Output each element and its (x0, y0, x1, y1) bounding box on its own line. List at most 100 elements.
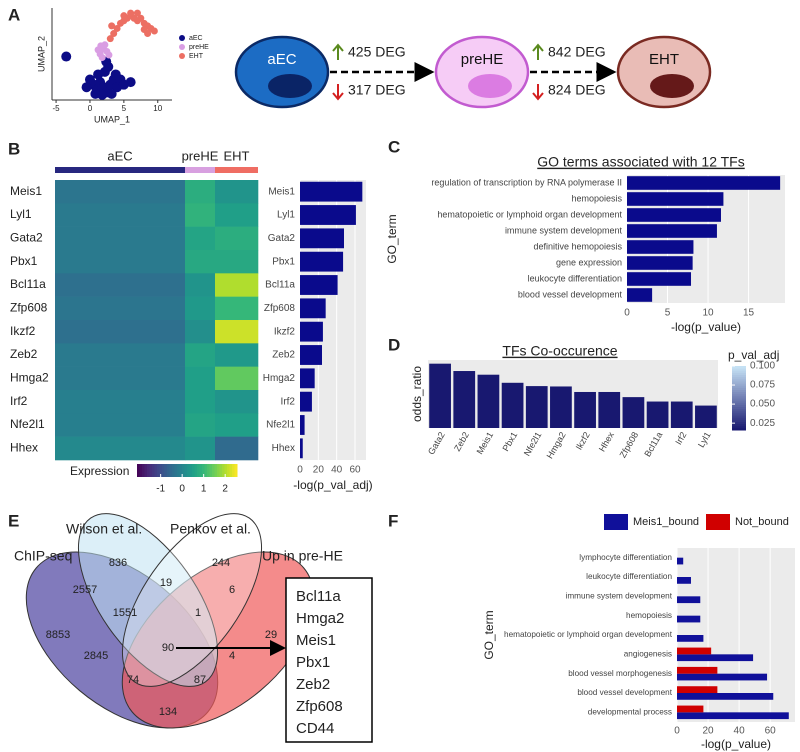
bar (677, 647, 712, 655)
bar (300, 181, 363, 202)
x-tick-label: 10 (702, 308, 714, 319)
colorbar-tick-label: 0.075 (750, 380, 775, 391)
colorbar-step (732, 366, 746, 369)
category-label: angiogenesis (624, 650, 672, 659)
bar (627, 256, 693, 270)
legend-label: Not_bound (735, 516, 789, 528)
gene-box (285, 577, 373, 743)
category-label: immune system development (505, 225, 623, 235)
colorbar-step (232, 464, 235, 477)
heat-cell (215, 390, 259, 414)
bar (677, 712, 789, 720)
colorbar-step (157, 464, 160, 477)
colorbar-step (732, 389, 746, 393)
group-bar (185, 167, 215, 173)
heat-cell (215, 413, 259, 437)
colorbar-tick-label: 2 (222, 484, 228, 495)
colorbar-step (732, 427, 746, 431)
heat-cell (185, 436, 216, 461)
venn-count: 1551 (113, 607, 137, 619)
panel-label: D (388, 335, 400, 354)
colorbar-step (164, 464, 168, 477)
venn-count: 87 (194, 674, 206, 686)
category-label: Bcl11a (265, 280, 295, 291)
point (113, 24, 121, 32)
colorbar-step (162, 464, 165, 477)
x-tick-label: 0 (674, 726, 680, 737)
bar (677, 654, 754, 662)
category-label: Lyl1 (277, 210, 295, 221)
row-label: Nfe2l1 (10, 417, 45, 431)
colorbar-step (732, 408, 746, 412)
category-label: Zeb2 (272, 350, 295, 361)
venn-count: 2557 (73, 584, 97, 596)
bar (695, 405, 717, 428)
colorbar-step (184, 464, 188, 477)
heat-cell (215, 180, 259, 204)
x-tick-label: 0 (88, 104, 93, 113)
x-tick-label: Zfp608 (618, 430, 641, 459)
nucleus (650, 74, 694, 98)
category-label: Meis1 (268, 186, 295, 197)
heat-cell (185, 296, 216, 321)
colorbar-step (732, 417, 746, 420)
colorbar-step (182, 464, 185, 477)
bar (574, 391, 596, 428)
nucleus (468, 74, 512, 98)
venn-set-label: Penkov et al. (170, 521, 251, 537)
category-label: blood vessel development (577, 688, 672, 697)
bar (627, 240, 694, 254)
cell-diagram: aEC preHE EHT 425 DEG 317 DEG 842 DEG 82… (234, 35, 712, 109)
chart-title: TFs Co-occurence (502, 343, 617, 359)
heat-cell (215, 226, 259, 251)
colorbar-step (222, 464, 225, 477)
x-tick-label: Irf2 (673, 430, 688, 446)
deg-down: 824 DEG (548, 82, 606, 98)
bar (300, 415, 305, 435)
bar (677, 635, 704, 642)
category-label: Hhex (272, 443, 295, 454)
row-label: Hmga2 (10, 371, 49, 385)
legend-swatch (706, 514, 730, 530)
venn-count: 6 (229, 584, 235, 596)
bar (453, 371, 476, 428)
x-tick-label: Hmga2 (545, 430, 568, 460)
category-label: leukocyte differentiation (586, 572, 672, 581)
category-label: lymphocyte differentiation (579, 553, 672, 562)
venn: ChIP-seq Wilson et al. Penkov et al. Up … (14, 513, 373, 743)
point (110, 69, 121, 80)
venn-set (121, 513, 263, 687)
venn-count: 836 (109, 557, 127, 569)
point (125, 77, 136, 88)
colorbar-step (732, 370, 746, 373)
colorbar-tick-label: 0.100 (750, 361, 775, 372)
colorbar-step (732, 374, 746, 378)
colorbar-step (732, 415, 746, 418)
legend-label: Meis1_bound (633, 516, 699, 528)
venn-count: 90 (162, 642, 174, 654)
colorbar-step (732, 391, 746, 395)
panel-label: B (8, 139, 20, 158)
x-tick-label: 40 (734, 726, 746, 737)
venn-count: 244 (212, 557, 230, 569)
colorbar-step (212, 464, 215, 477)
venn-count: 19 (160, 577, 172, 589)
category-label: Nfe2l1 (266, 420, 295, 431)
row-label: Pbx1 (10, 254, 38, 268)
bar (300, 391, 312, 412)
colorbar-step (159, 464, 163, 477)
colorbar-tick-label: -1 (156, 484, 165, 495)
x-tick-label: 0 (297, 465, 303, 476)
deg-up: 425 DEG (348, 44, 406, 60)
gene-name: CD44 (296, 720, 334, 737)
heat-cell (55, 203, 186, 227)
group-label: EHT (224, 148, 250, 163)
bar (677, 577, 691, 584)
colorbar-step (732, 372, 746, 376)
colorbar-step (732, 387, 746, 390)
x-tick-label: 15 (743, 308, 755, 319)
legend-swatch (604, 514, 628, 530)
colorbar-label: p_val_adj (728, 348, 779, 362)
x-tick-label: Zeb2 (452, 430, 471, 453)
heat-cell (55, 180, 186, 204)
